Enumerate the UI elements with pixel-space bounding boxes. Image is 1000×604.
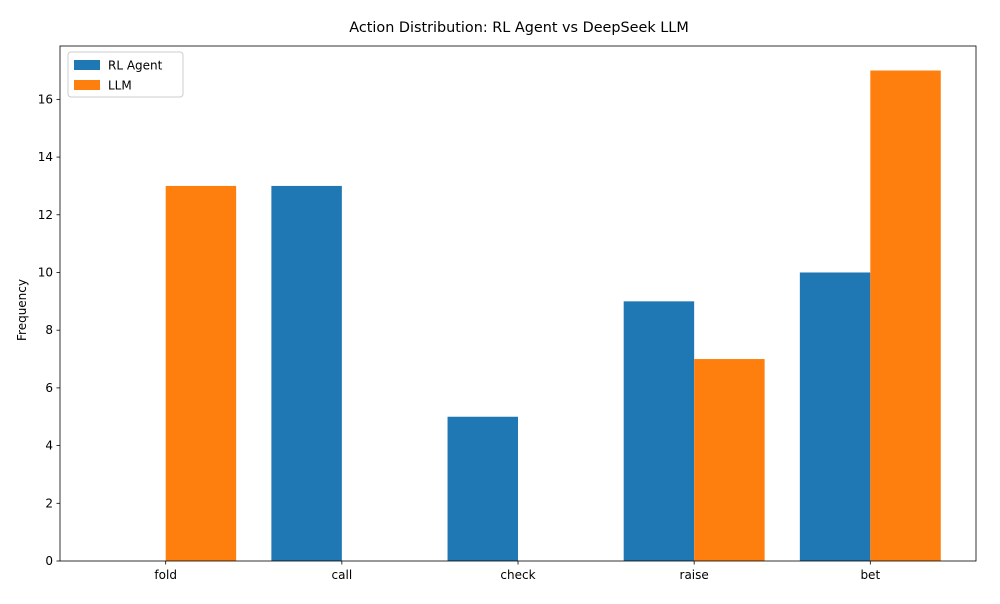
x-ticks-group: fold call check raise bet bbox=[154, 561, 880, 582]
x-tick-label-call: call bbox=[332, 568, 353, 582]
bars-group bbox=[165, 70, 941, 562]
y-tick-label: 8 bbox=[45, 323, 53, 337]
legend-label-rl-agent: RL Agent bbox=[108, 59, 163, 73]
legend-swatch-rl-agent bbox=[74, 60, 100, 70]
legend-swatch-llm bbox=[74, 80, 100, 90]
bar-llm-bet bbox=[870, 70, 941, 562]
y-tick-label: 14 bbox=[38, 150, 53, 164]
y-tick-label: 16 bbox=[38, 92, 53, 106]
bar-rl-agent-bet bbox=[799, 272, 871, 561]
bar-rl-agent-check bbox=[447, 416, 518, 561]
y-tick-label: 12 bbox=[38, 208, 53, 222]
y-tick-label: 6 bbox=[45, 381, 53, 395]
x-tick-label-fold: fold bbox=[154, 568, 177, 582]
x-tick-label-raise: raise bbox=[680, 568, 709, 582]
y-axis-label: Frequency bbox=[15, 279, 29, 341]
y-tick-label: 10 bbox=[38, 265, 53, 279]
y-tick-label: 0 bbox=[45, 554, 53, 568]
legend-label-llm: LLM bbox=[108, 79, 132, 93]
bar-rl-agent-raise bbox=[623, 301, 695, 561]
plot-frame bbox=[59, 45, 977, 562]
y-tick-label: 4 bbox=[45, 439, 53, 453]
chart-title: Action Distribution: RL Agent vs DeepSee… bbox=[349, 20, 689, 36]
y-tick-label: 2 bbox=[45, 496, 53, 510]
bar-rl-agent-call bbox=[271, 185, 342, 561]
x-tick-label-bet: bet bbox=[860, 568, 880, 582]
legend: RL Agent LLM bbox=[67, 51, 184, 98]
y-ticks-group: 0 2 4 6 8 10 12 14 16 bbox=[38, 92, 60, 568]
x-tick-label-check: check bbox=[500, 568, 535, 582]
bar-llm-fold bbox=[165, 185, 237, 561]
bar-llm-raise bbox=[694, 359, 765, 561]
